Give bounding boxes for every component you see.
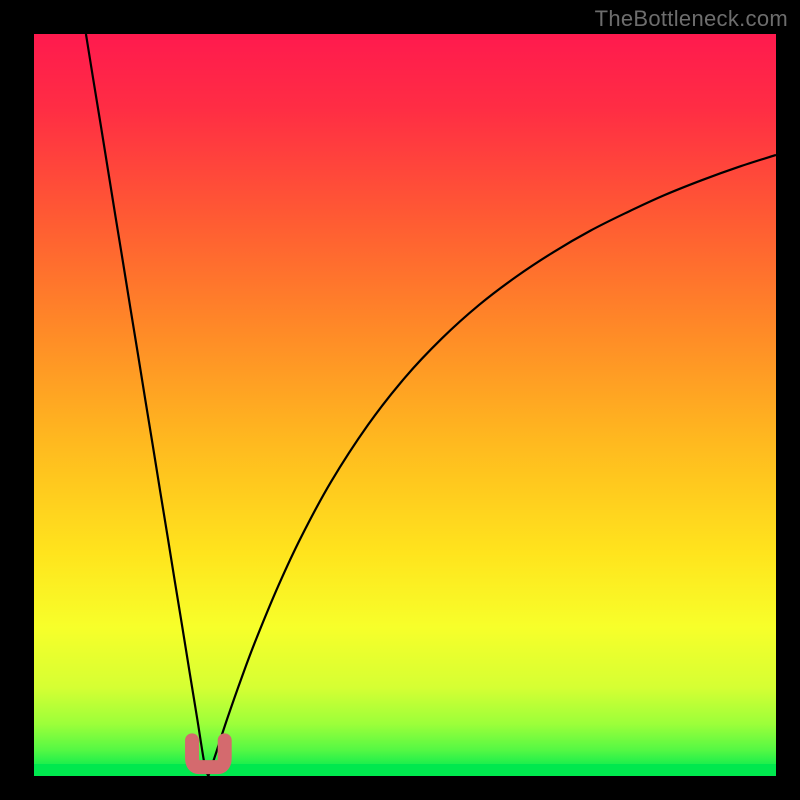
null-point-marker — [192, 740, 225, 767]
curve-left-branch — [86, 34, 208, 776]
plot-area — [34, 34, 776, 776]
watermark-text: TheBottleneck.com — [595, 6, 788, 32]
curve-right-branch — [208, 155, 776, 776]
curve-layer — [34, 34, 776, 776]
